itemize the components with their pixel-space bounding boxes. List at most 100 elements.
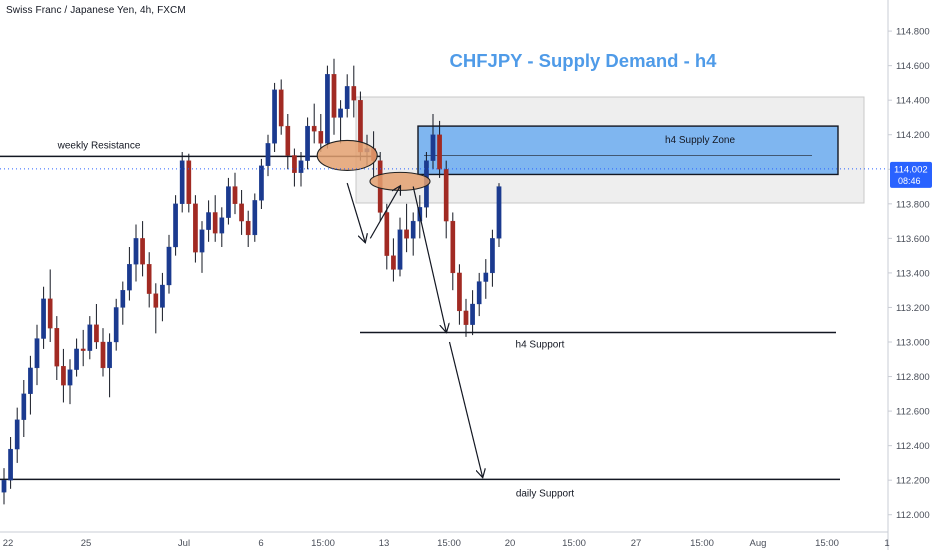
candle-body [318,131,324,144]
y-tick-label: 113.400 [896,268,930,279]
candle-body [113,307,119,343]
x-tick-label: 20 [505,538,516,549]
candle [28,355,33,415]
candle [476,272,482,317]
candle-body [173,203,178,248]
candle [437,120,442,178]
candle [252,193,258,242]
projection-arrow[interactable] [448,341,483,477]
candle-body [232,186,238,204]
projection-arrow[interactable] [412,186,446,332]
candle-body [252,200,258,236]
candle [206,200,211,242]
candle-body [166,246,172,286]
y-tick-label: 114.800 [896,27,930,38]
candle [265,134,271,177]
y-tick-label: 112.400 [896,441,930,452]
candle [443,160,449,239]
projection-arrow[interactable] [346,182,365,242]
projection-arrow[interactable] [369,187,400,239]
candle-body [292,155,297,173]
candle [278,79,284,135]
candle [100,328,106,377]
candle-body [344,86,350,109]
candle [87,316,93,360]
candle-body [384,212,390,256]
candle [133,224,139,282]
candle [173,195,178,256]
chart-title: CHFJPY - Supply Demand - h4 [450,50,718,71]
candle [41,286,46,349]
candle [470,290,475,336]
level-label: weekly Resistance [57,140,141,151]
candle [232,172,238,215]
candle-body [476,281,482,305]
candle-body [331,74,337,118]
candle [67,359,73,405]
y-tick-label: 112.200 [896,476,930,487]
candle [120,281,126,325]
candle-body [61,366,66,386]
candle-body [391,255,396,270]
candle [344,74,350,118]
candle [463,298,469,337]
candle [404,203,409,253]
candle-body [397,229,403,270]
candle [193,195,198,263]
candle-body [259,165,264,201]
x-tick-label: 22 [3,538,14,549]
y-tick-label: 112.000 [896,510,930,521]
candle-body [34,338,40,369]
candle [305,117,310,170]
candle [94,304,99,349]
candle [34,324,40,386]
x-tick-label: 15:00 [562,538,586,549]
candle [450,212,456,291]
candle-body [1,480,7,493]
candle [179,152,185,213]
level-label: h4 Support [516,340,565,351]
candle [259,158,264,209]
candle [8,437,13,489]
candle-body [199,229,205,253]
candle [430,114,436,170]
x-tick-label: 15:00 [437,538,461,549]
candle-body [239,203,244,222]
candle-body [278,89,284,127]
candle [21,380,27,437]
candle [74,338,79,377]
supply-zone-label: h4 Supply Zone [665,135,735,146]
candle [338,100,343,144]
candle [311,103,317,144]
y-tick-label: 112.800 [896,372,930,383]
candle [490,229,495,287]
bar-countdown: 08:46 [898,176,921,186]
candle-body [265,143,271,166]
candle-body [28,367,33,394]
candle-body [325,74,330,144]
candle [212,195,218,242]
candle [146,252,152,308]
candle-body [127,264,132,291]
x-tick-label: Jul [178,538,190,549]
candle-body [146,264,152,294]
y-tick-label: 114.600 [896,61,930,72]
candle [14,407,20,463]
candle [410,212,416,256]
candle-body [107,341,112,369]
candle [331,58,337,135]
supply-zone-rect[interactable] [417,125,839,176]
y-tick-label: 113.600 [896,234,930,245]
candle [186,153,192,213]
x-tick-label: 15:00 [815,538,839,549]
candle-body [21,393,27,420]
candle [245,210,251,247]
candle-body [193,203,198,253]
candle [239,190,244,235]
price-reaction-ellipse[interactable] [316,139,378,172]
x-tick-label: 6 [258,538,263,549]
candle-body [153,293,159,308]
candle-body [160,284,165,308]
